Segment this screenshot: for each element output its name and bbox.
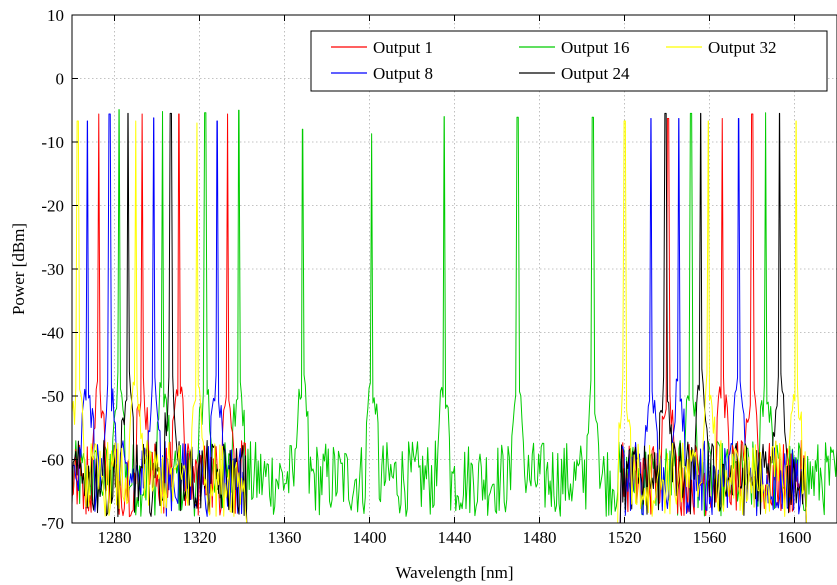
legend: Output 1 Output 16 Output 32 Output 8 Output… — [310, 30, 828, 92]
legend-label: Output 24 — [561, 64, 630, 83]
y-axis-label: Power [dBm] — [9, 223, 28, 315]
legend-box — [310, 30, 828, 92]
x-tick-label: 1280 — [98, 528, 132, 547]
y-tick-label: -40 — [41, 324, 64, 343]
y-tick-label: 10 — [47, 6, 64, 25]
legend-label: Output 16 — [561, 38, 629, 57]
x-tick-label: 1480 — [523, 528, 557, 547]
x-tick-label: 1600 — [778, 528, 812, 547]
y-tick-label: -10 — [41, 133, 64, 152]
x-tick-label: 1320 — [183, 528, 217, 547]
x-tick-label: 1520 — [608, 528, 642, 547]
legend-label: Output 8 — [373, 64, 433, 83]
y-tick-label: -50 — [41, 387, 64, 406]
x-tick-label: 1560 — [693, 528, 727, 547]
y-tick-label: -20 — [41, 197, 64, 216]
y-tick-label: 0 — [56, 70, 65, 89]
x-tick-label: 1440 — [438, 528, 472, 547]
y-tick-label: -60 — [41, 451, 64, 470]
legend-label: Output 32 — [708, 38, 776, 57]
y-tick-label: -70 — [41, 514, 64, 533]
y-tick-label: -30 — [41, 260, 64, 279]
x-axis-label: Wavelength [nm] — [395, 563, 513, 582]
tick-labels: 1280 1320 1360 1400 1440 1480 1520 1560 1600 10 0 -… — [41, 6, 811, 547]
legend-label: Output 1 — [373, 38, 433, 57]
x-tick-label: 1400 — [353, 528, 387, 547]
ticks — [72, 14, 795, 524]
x-tick-label: 1360 — [268, 528, 302, 547]
